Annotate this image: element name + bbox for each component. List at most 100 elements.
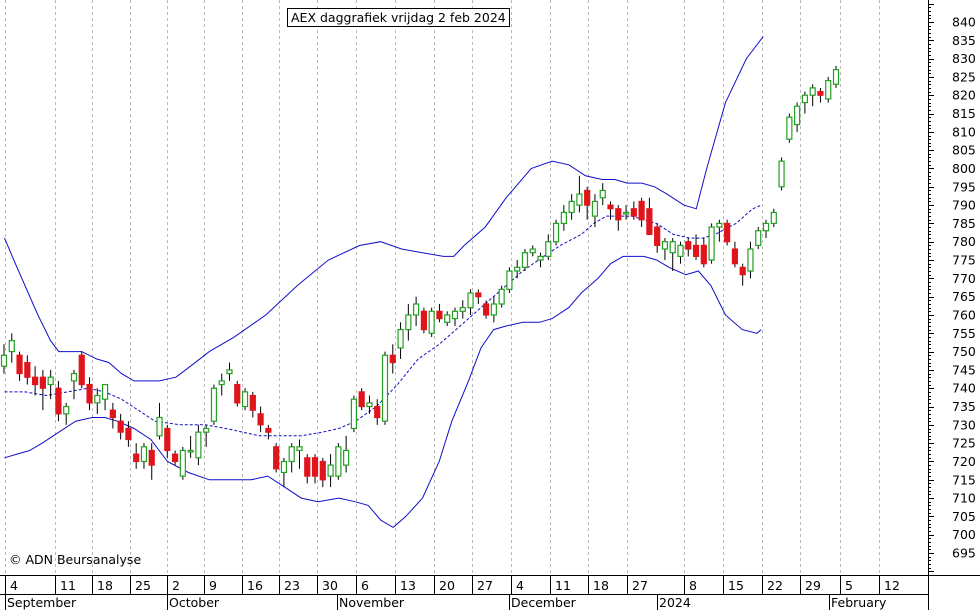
- candle-body: [786, 116, 793, 140]
- x-day-label: 4: [516, 578, 524, 593]
- candle-24: [187, 435, 194, 458]
- candle-body: [832, 68, 840, 85]
- candle-body: [125, 427, 132, 441]
- candle-104: [809, 84, 816, 107]
- candle-body: [32, 376, 39, 386]
- candle-99: [770, 208, 777, 228]
- candle-body: [436, 310, 443, 320]
- candle-90: [700, 238, 707, 268]
- candle-body: [576, 193, 583, 206]
- candle-body: [63, 405, 70, 415]
- x-day-label: 12: [884, 578, 900, 593]
- candle-15: [117, 413, 124, 440]
- candle-54: [420, 307, 427, 334]
- x-day-label: 6: [361, 578, 369, 593]
- candle-6: [47, 369, 54, 400]
- candle-80: [622, 205, 630, 220]
- candle-57: [444, 311, 451, 326]
- candle-body: [739, 266, 746, 276]
- candle-81: [630, 201, 637, 220]
- x-day-label: 20: [439, 578, 455, 593]
- candle-29: [226, 362, 233, 381]
- candle-body: [459, 307, 466, 312]
- candle-body: [708, 226, 715, 261]
- x-month-label: October: [169, 595, 220, 610]
- candle-63: [490, 296, 497, 323]
- y-tick-label: 735: [952, 399, 976, 414]
- candle-92: [716, 219, 723, 242]
- candle-59: [459, 300, 466, 319]
- candle-body: [506, 270, 513, 290]
- y-tick-label: 765: [952, 289, 976, 304]
- y-axis-tick-labels: 695 700 705 710 715 720 725 730 735 740 745 750 755 7…: [928, 4, 976, 572]
- candle-30: [234, 380, 241, 407]
- candle-88: [685, 238, 692, 257]
- candle-body: [615, 208, 622, 221]
- candle-body: [241, 391, 249, 408]
- candle-body: [101, 383, 109, 400]
- candle-body: [801, 94, 808, 104]
- x-day-label: 29: [805, 578, 821, 593]
- candle-87: [677, 241, 684, 264]
- x-day-label: 27: [477, 578, 493, 593]
- y-tick-label: 715: [952, 472, 976, 487]
- candle-100: [778, 157, 785, 191]
- candle-48: [374, 399, 381, 425]
- y-tick-label: 810: [952, 124, 976, 139]
- vertical-gridlines: [5, 0, 880, 575]
- candle-64: [498, 285, 505, 308]
- y-tick-label: 785: [952, 216, 976, 231]
- candle-body: [747, 248, 754, 272]
- candle-body: [327, 464, 334, 477]
- y-tick-label: 805: [952, 143, 976, 158]
- candle-4: [32, 366, 39, 396]
- candle-body: [70, 372, 78, 382]
- candle-body: [498, 288, 505, 305]
- candle-body: [654, 226, 661, 246]
- candle-50: [389, 344, 396, 374]
- x-month-label: 2024: [659, 595, 691, 610]
- candle-body: [265, 427, 272, 433]
- x-day-label: 23: [284, 578, 300, 593]
- candle-1: [8, 333, 15, 363]
- y-tick-label: 725: [952, 436, 976, 451]
- candle-33: [257, 406, 264, 433]
- candle-78: [607, 201, 614, 220]
- candle-27: [210, 384, 218, 425]
- candle-73: [568, 194, 575, 220]
- candle-84: [654, 223, 661, 253]
- candle-body: [514, 266, 521, 272]
- y-tick-label: 835: [952, 33, 976, 48]
- y-tick-label: 795: [952, 179, 976, 194]
- candle-106: [825, 76, 832, 103]
- candle-body: [467, 292, 474, 309]
- candle-9: [70, 369, 78, 400]
- candle-body: [311, 457, 319, 477]
- candle-77: [599, 183, 606, 206]
- bollinger-bands: [4, 36, 764, 529]
- candle-70: [545, 234, 552, 261]
- x-day-label: 15: [728, 578, 744, 593]
- candle-25: [195, 424, 202, 466]
- y-tick-label: 800: [952, 161, 976, 176]
- candle-89: [692, 234, 700, 261]
- y-tick-label: 780: [952, 234, 976, 249]
- y-tick-label: 830: [952, 51, 976, 66]
- candle-19: [148, 443, 155, 480]
- y-tick-label: 775: [952, 253, 976, 268]
- candle-5: [39, 369, 46, 411]
- candle-69: [537, 252, 544, 268]
- candle-0: [0, 344, 8, 374]
- candle-46: [358, 388, 365, 411]
- candle-body: [187, 449, 194, 453]
- candle-body: [381, 354, 389, 422]
- x-day-label: 22: [767, 578, 783, 593]
- candle-body: [296, 446, 303, 452]
- y-tick-label: 740: [952, 381, 976, 396]
- candle-body: [343, 449, 350, 466]
- candle-95: [739, 263, 746, 286]
- candle-body: [234, 383, 241, 404]
- candle-47: [366, 395, 373, 414]
- x-month-label: September: [7, 595, 77, 610]
- candle-body: [420, 310, 427, 331]
